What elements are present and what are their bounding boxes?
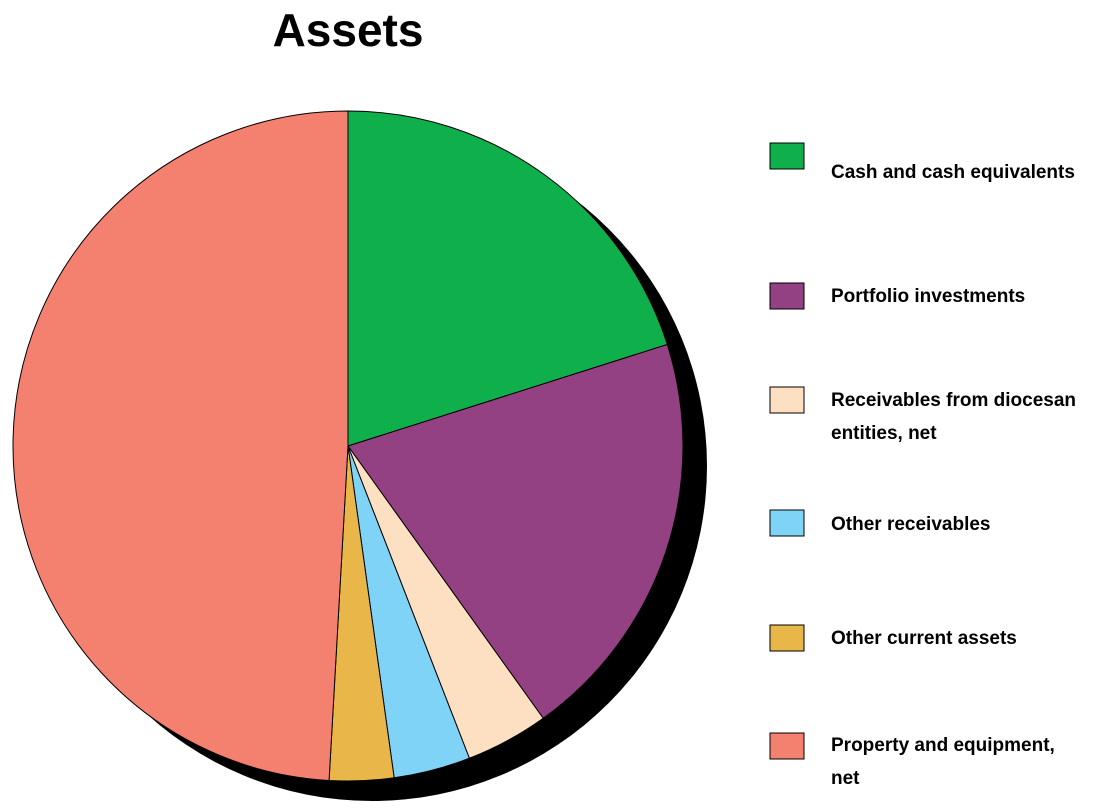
- legend-swatch: [769, 732, 805, 760]
- legend-swatch: [769, 142, 805, 170]
- legend-swatch: [769, 386, 805, 414]
- legend-swatch: [769, 624, 805, 652]
- pie-slice: [347, 343, 684, 719]
- legend-label: Receivables from diocesan entities, net: [831, 390, 1076, 444]
- legend-label: Other current assets: [831, 628, 1017, 649]
- legend-label: Cash and cash equivalents: [831, 162, 1075, 183]
- legend-swatch: [769, 509, 805, 537]
- legend-label: Other receivables: [831, 514, 991, 535]
- chart-title: Assets: [273, 4, 424, 56]
- pie-slice: [347, 110, 668, 447]
- legend-swatch: [769, 282, 805, 310]
- pie-slice: [12, 110, 349, 781]
- legend-label: Portfolio investments: [831, 286, 1026, 307]
- legend-label: Property and equipment, net: [831, 735, 1055, 789]
